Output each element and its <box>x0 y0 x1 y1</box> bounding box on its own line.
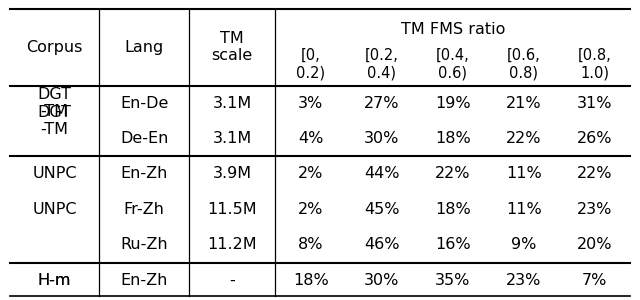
Text: TM
scale: TM scale <box>211 31 253 63</box>
Text: 20%: 20% <box>577 237 612 252</box>
Text: 9%: 9% <box>511 237 536 252</box>
Text: DGT
-TM: DGT -TM <box>38 105 72 137</box>
Text: 30%: 30% <box>364 273 399 288</box>
Text: 21%: 21% <box>506 96 541 111</box>
Text: 18%: 18% <box>435 131 470 146</box>
Text: 23%: 23% <box>577 202 612 217</box>
Text: 11%: 11% <box>506 167 541 182</box>
Text: 23%: 23% <box>506 273 541 288</box>
Text: 31%: 31% <box>577 96 612 111</box>
Text: De-En: De-En <box>120 131 168 146</box>
Text: 46%: 46% <box>364 237 399 252</box>
Text: DGT
-TM: DGT -TM <box>38 87 72 119</box>
Text: 3%: 3% <box>298 96 323 111</box>
Text: 2%: 2% <box>298 202 323 217</box>
Text: [0.4,
0.6): [0.4, 0.6) <box>436 48 470 80</box>
Text: 26%: 26% <box>577 131 612 146</box>
Text: 45%: 45% <box>364 202 399 217</box>
Text: 4%: 4% <box>298 131 323 146</box>
Text: 18%: 18% <box>292 273 328 288</box>
Text: 22%: 22% <box>435 167 470 182</box>
Text: 44%: 44% <box>364 167 399 182</box>
Text: H-m: H-m <box>38 273 71 288</box>
Text: En-De: En-De <box>120 96 168 111</box>
Text: Corpus: Corpus <box>26 40 83 55</box>
Text: Fr-Zh: Fr-Zh <box>124 202 164 217</box>
Text: 2%: 2% <box>298 167 323 182</box>
Text: UNPC: UNPC <box>32 202 77 217</box>
Text: 18%: 18% <box>435 202 470 217</box>
Text: 30%: 30% <box>364 131 399 146</box>
Text: 11.2M: 11.2M <box>207 237 257 252</box>
Text: Ru-Zh: Ru-Zh <box>120 237 168 252</box>
Text: -: - <box>229 273 235 288</box>
Text: 3.1M: 3.1M <box>212 96 252 111</box>
Text: [0.2,
0.4): [0.2, 0.4) <box>365 48 399 80</box>
Text: [0.6,
0.8): [0.6, 0.8) <box>507 48 541 80</box>
Text: 8%: 8% <box>298 237 323 252</box>
Text: 7%: 7% <box>582 273 607 288</box>
Text: 22%: 22% <box>506 131 541 146</box>
Text: 27%: 27% <box>364 96 399 111</box>
Text: 3.1M: 3.1M <box>212 131 252 146</box>
Text: 3.9M: 3.9M <box>212 167 252 182</box>
Text: 22%: 22% <box>577 167 612 182</box>
Text: En-Zh: En-Zh <box>120 167 168 182</box>
Text: [0.8,
1.0): [0.8, 1.0) <box>578 48 612 80</box>
Text: En-Zh: En-Zh <box>120 273 168 288</box>
Text: 19%: 19% <box>435 96 470 111</box>
Text: UNPC: UNPC <box>32 167 77 182</box>
Text: H-m: H-m <box>38 273 71 288</box>
Text: [0,
0.2): [0, 0.2) <box>296 48 325 80</box>
Text: 11.5M: 11.5M <box>207 202 257 217</box>
Text: Lang: Lang <box>125 40 164 55</box>
Text: 11%: 11% <box>506 202 541 217</box>
Text: TM FMS ratio: TM FMS ratio <box>401 22 505 37</box>
Text: 35%: 35% <box>435 273 470 288</box>
Text: 16%: 16% <box>435 237 470 252</box>
